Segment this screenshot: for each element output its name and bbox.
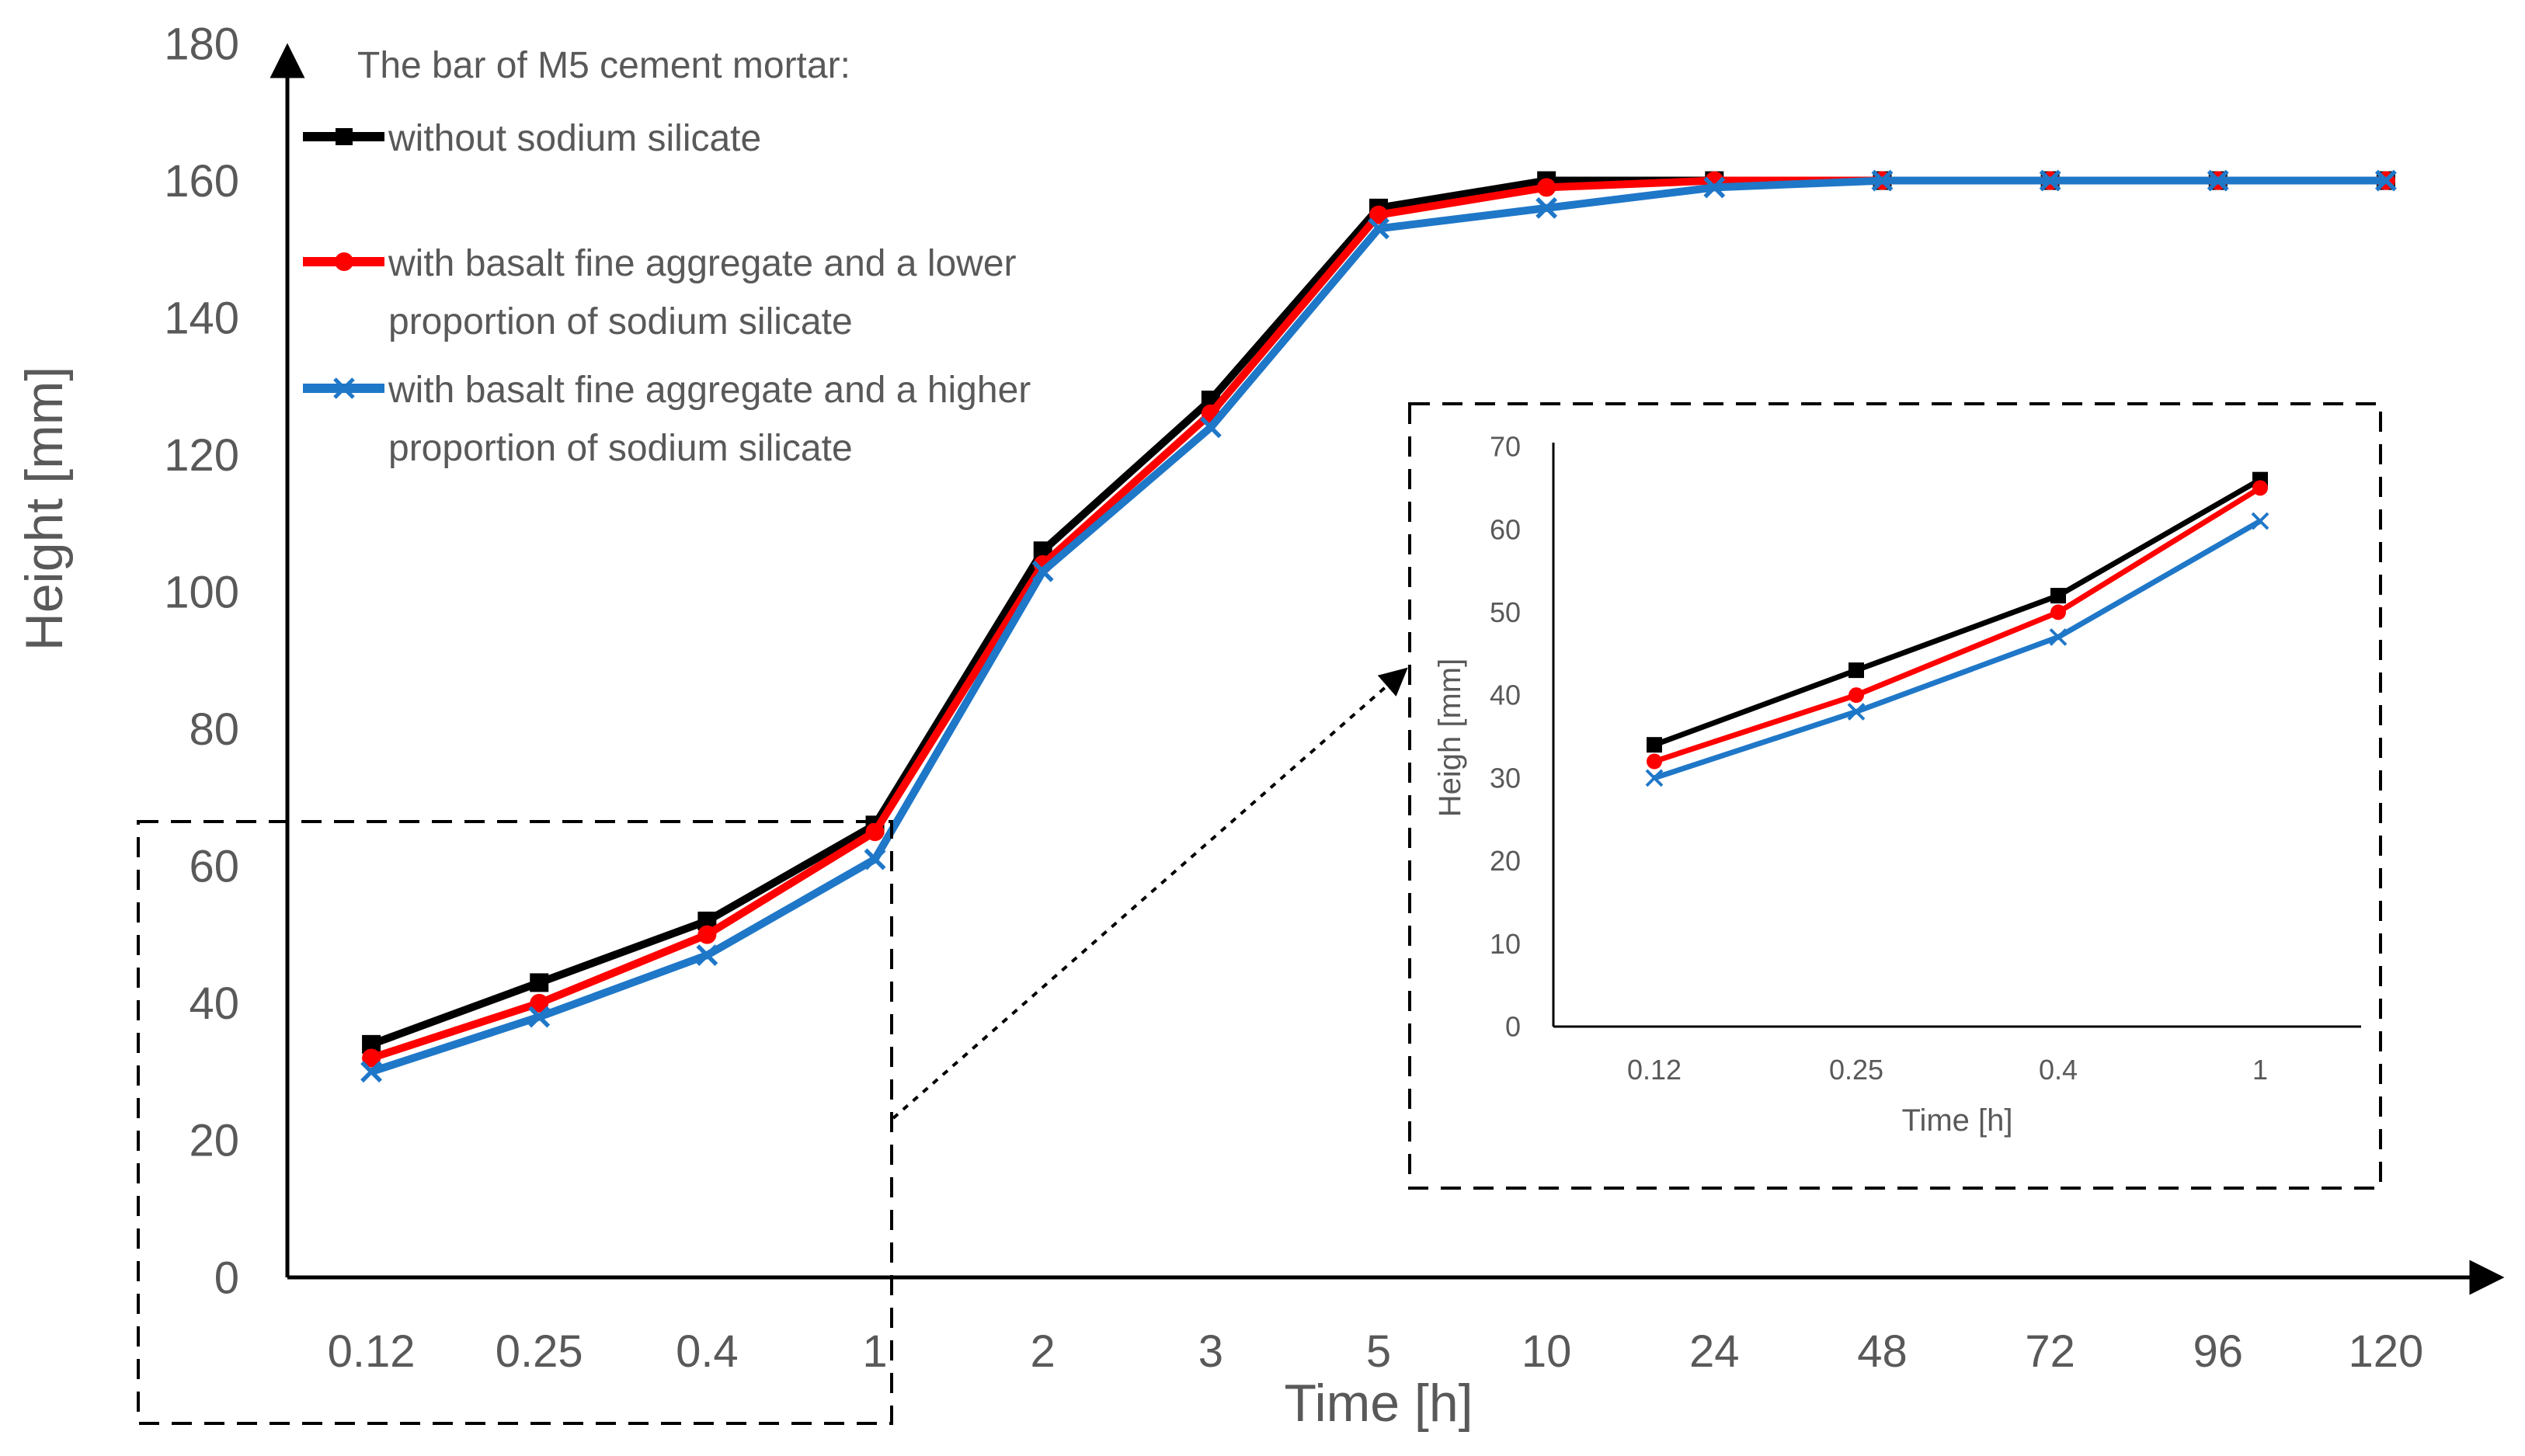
inset-series-1-point <box>2050 588 2066 604</box>
x-axis-title: Time [h] <box>1284 1374 1473 1433</box>
y-tick-label: 140 <box>164 293 239 343</box>
y-tick-label: 60 <box>189 842 239 892</box>
x-tick-label: 2 <box>1031 1326 1056 1377</box>
x-tick-label: 48 <box>1857 1326 1908 1377</box>
y-tick-label: 80 <box>189 704 239 755</box>
legend-marker-x <box>333 377 355 399</box>
y-tick-label: 120 <box>164 430 239 481</box>
inset-y-tick-labels: 0 10 20 30 40 50 60 70 <box>1490 431 1521 1043</box>
inset-series-2-point <box>1849 687 1864 704</box>
y-tick-label: 20 <box>189 1116 239 1166</box>
inset-y-tick-label: 20 <box>1490 845 1521 877</box>
y-tick-label: 0 <box>214 1253 239 1303</box>
series-2-point <box>530 993 549 1013</box>
inset-series-group <box>1645 471 2269 787</box>
y-axis-title: Height [mm] <box>15 367 74 652</box>
series-2-point <box>697 925 717 944</box>
inset-series-2-point <box>1647 753 1662 770</box>
legend-entry-3-line-1: with basalt fine aggregate and a higher <box>388 370 1031 411</box>
zoom-arrow <box>892 667 1408 1120</box>
inset-x-tick-label: 0.12 <box>1627 1054 1682 1086</box>
series-2-point <box>1369 205 1388 224</box>
y-tick-label: 40 <box>189 978 239 1029</box>
series-1-point <box>530 973 549 992</box>
inset-series-2-point <box>2252 480 2268 496</box>
series-3-point <box>528 1006 551 1028</box>
legend-entry-1-line-1: without sodium silicate <box>388 118 761 159</box>
series-2-point <box>1537 178 1556 197</box>
x-tick-label: 3 <box>1198 1326 1223 1377</box>
inset-series-1-point <box>1849 662 1864 679</box>
series-3-point <box>360 1061 383 1083</box>
inset-y-tick-label: 40 <box>1490 679 1521 711</box>
inset-x-tick-labels: 0.12 0.25 0.4 1 <box>1627 1054 2268 1086</box>
series-3-point <box>1199 416 1222 439</box>
legend: The bar of M5 cement mortar: without sod… <box>303 45 1031 469</box>
series-3-point <box>696 944 718 967</box>
inset-series-line-2 <box>1653 485 2262 764</box>
series-3-point <box>1871 169 1894 192</box>
inset-series-line-1 <box>1653 477 2262 748</box>
zoom-region-box <box>137 820 893 1425</box>
main-series-group <box>360 169 2397 1083</box>
x-tick-label: 24 <box>1689 1326 1740 1377</box>
inset-y-axis-title: Heigh [mm] <box>1433 659 1467 818</box>
legend-marker-square <box>336 128 353 145</box>
y-tick-label: 100 <box>164 568 239 618</box>
y-tick-labels: 0 20 40 60 80 100 120 140 160 180 <box>164 19 239 1303</box>
series-2-point <box>362 1048 381 1068</box>
legend-entry-2-line-1: with basalt fine aggregate and a lower <box>388 243 1017 284</box>
legend-entry-3-line-2: proportion of sodium silicate <box>388 428 853 469</box>
series-3-point <box>2374 169 2397 192</box>
series-3-point <box>1368 217 1389 240</box>
x-tick-label: 96 <box>2193 1326 2244 1377</box>
inset-series-3-point <box>1847 703 1866 721</box>
series-3-point <box>1536 196 1558 219</box>
inset-y-tick-label: 10 <box>1490 928 1521 960</box>
x-tick-label: 72 <box>2025 1326 2075 1377</box>
inset-series-2-point <box>2050 604 2066 620</box>
series-3-point <box>1703 176 1726 199</box>
inset-x-tick-label: 0.4 <box>2039 1054 2078 1086</box>
inset-y-tick-label: 70 <box>1490 431 1521 463</box>
y-tick-label: 180 <box>164 19 239 69</box>
series-2-point <box>865 822 885 842</box>
series-3-point <box>2039 169 2061 192</box>
x-tick-label: 0.12 <box>328 1326 416 1377</box>
x-tick-label: 0.4 <box>676 1326 739 1377</box>
inset-y-tick-label: 0 <box>1505 1011 1521 1043</box>
series-3-point <box>2207 169 2229 192</box>
inset-series-line-3 <box>1653 519 2262 781</box>
inset-series-3-point <box>2251 512 2269 530</box>
inset-y-tick-label: 60 <box>1490 513 1521 545</box>
x-tick-label: 10 <box>1522 1326 1572 1377</box>
inset-series-3-point <box>2049 628 2068 646</box>
x-tick-label: 120 <box>2349 1326 2424 1377</box>
legend-marker-circle <box>335 252 353 271</box>
y-tick-label: 160 <box>164 156 239 207</box>
inset-x-tick-label: 0.25 <box>1829 1054 1883 1086</box>
x-tick-label: 0.25 <box>496 1326 583 1377</box>
series-3-point <box>864 848 886 870</box>
series-3-point <box>1031 560 1054 582</box>
legend-title: The bar of M5 cement mortar: <box>357 45 850 86</box>
legend-entry-2-line-2: proportion of sodium silicate <box>388 301 853 342</box>
inset-y-tick-label: 30 <box>1490 762 1521 794</box>
inset-x-tick-label: 1 <box>2252 1054 2268 1086</box>
inset-series-1-point <box>1647 737 1662 753</box>
inset-y-tick-label: 50 <box>1490 596 1521 628</box>
x-tick-label: 1 <box>862 1326 887 1377</box>
inset-frame <box>1408 402 2382 1190</box>
inset-series-3-point <box>1645 769 1664 787</box>
x-tick-labels: 0.12 0.25 0.4 1 2 3 5 10 24 48 72 96 120 <box>328 1326 2424 1377</box>
x-tick-label: 5 <box>1366 1326 1391 1377</box>
inset-x-axis-title: Time [h] <box>1902 1103 2013 1138</box>
